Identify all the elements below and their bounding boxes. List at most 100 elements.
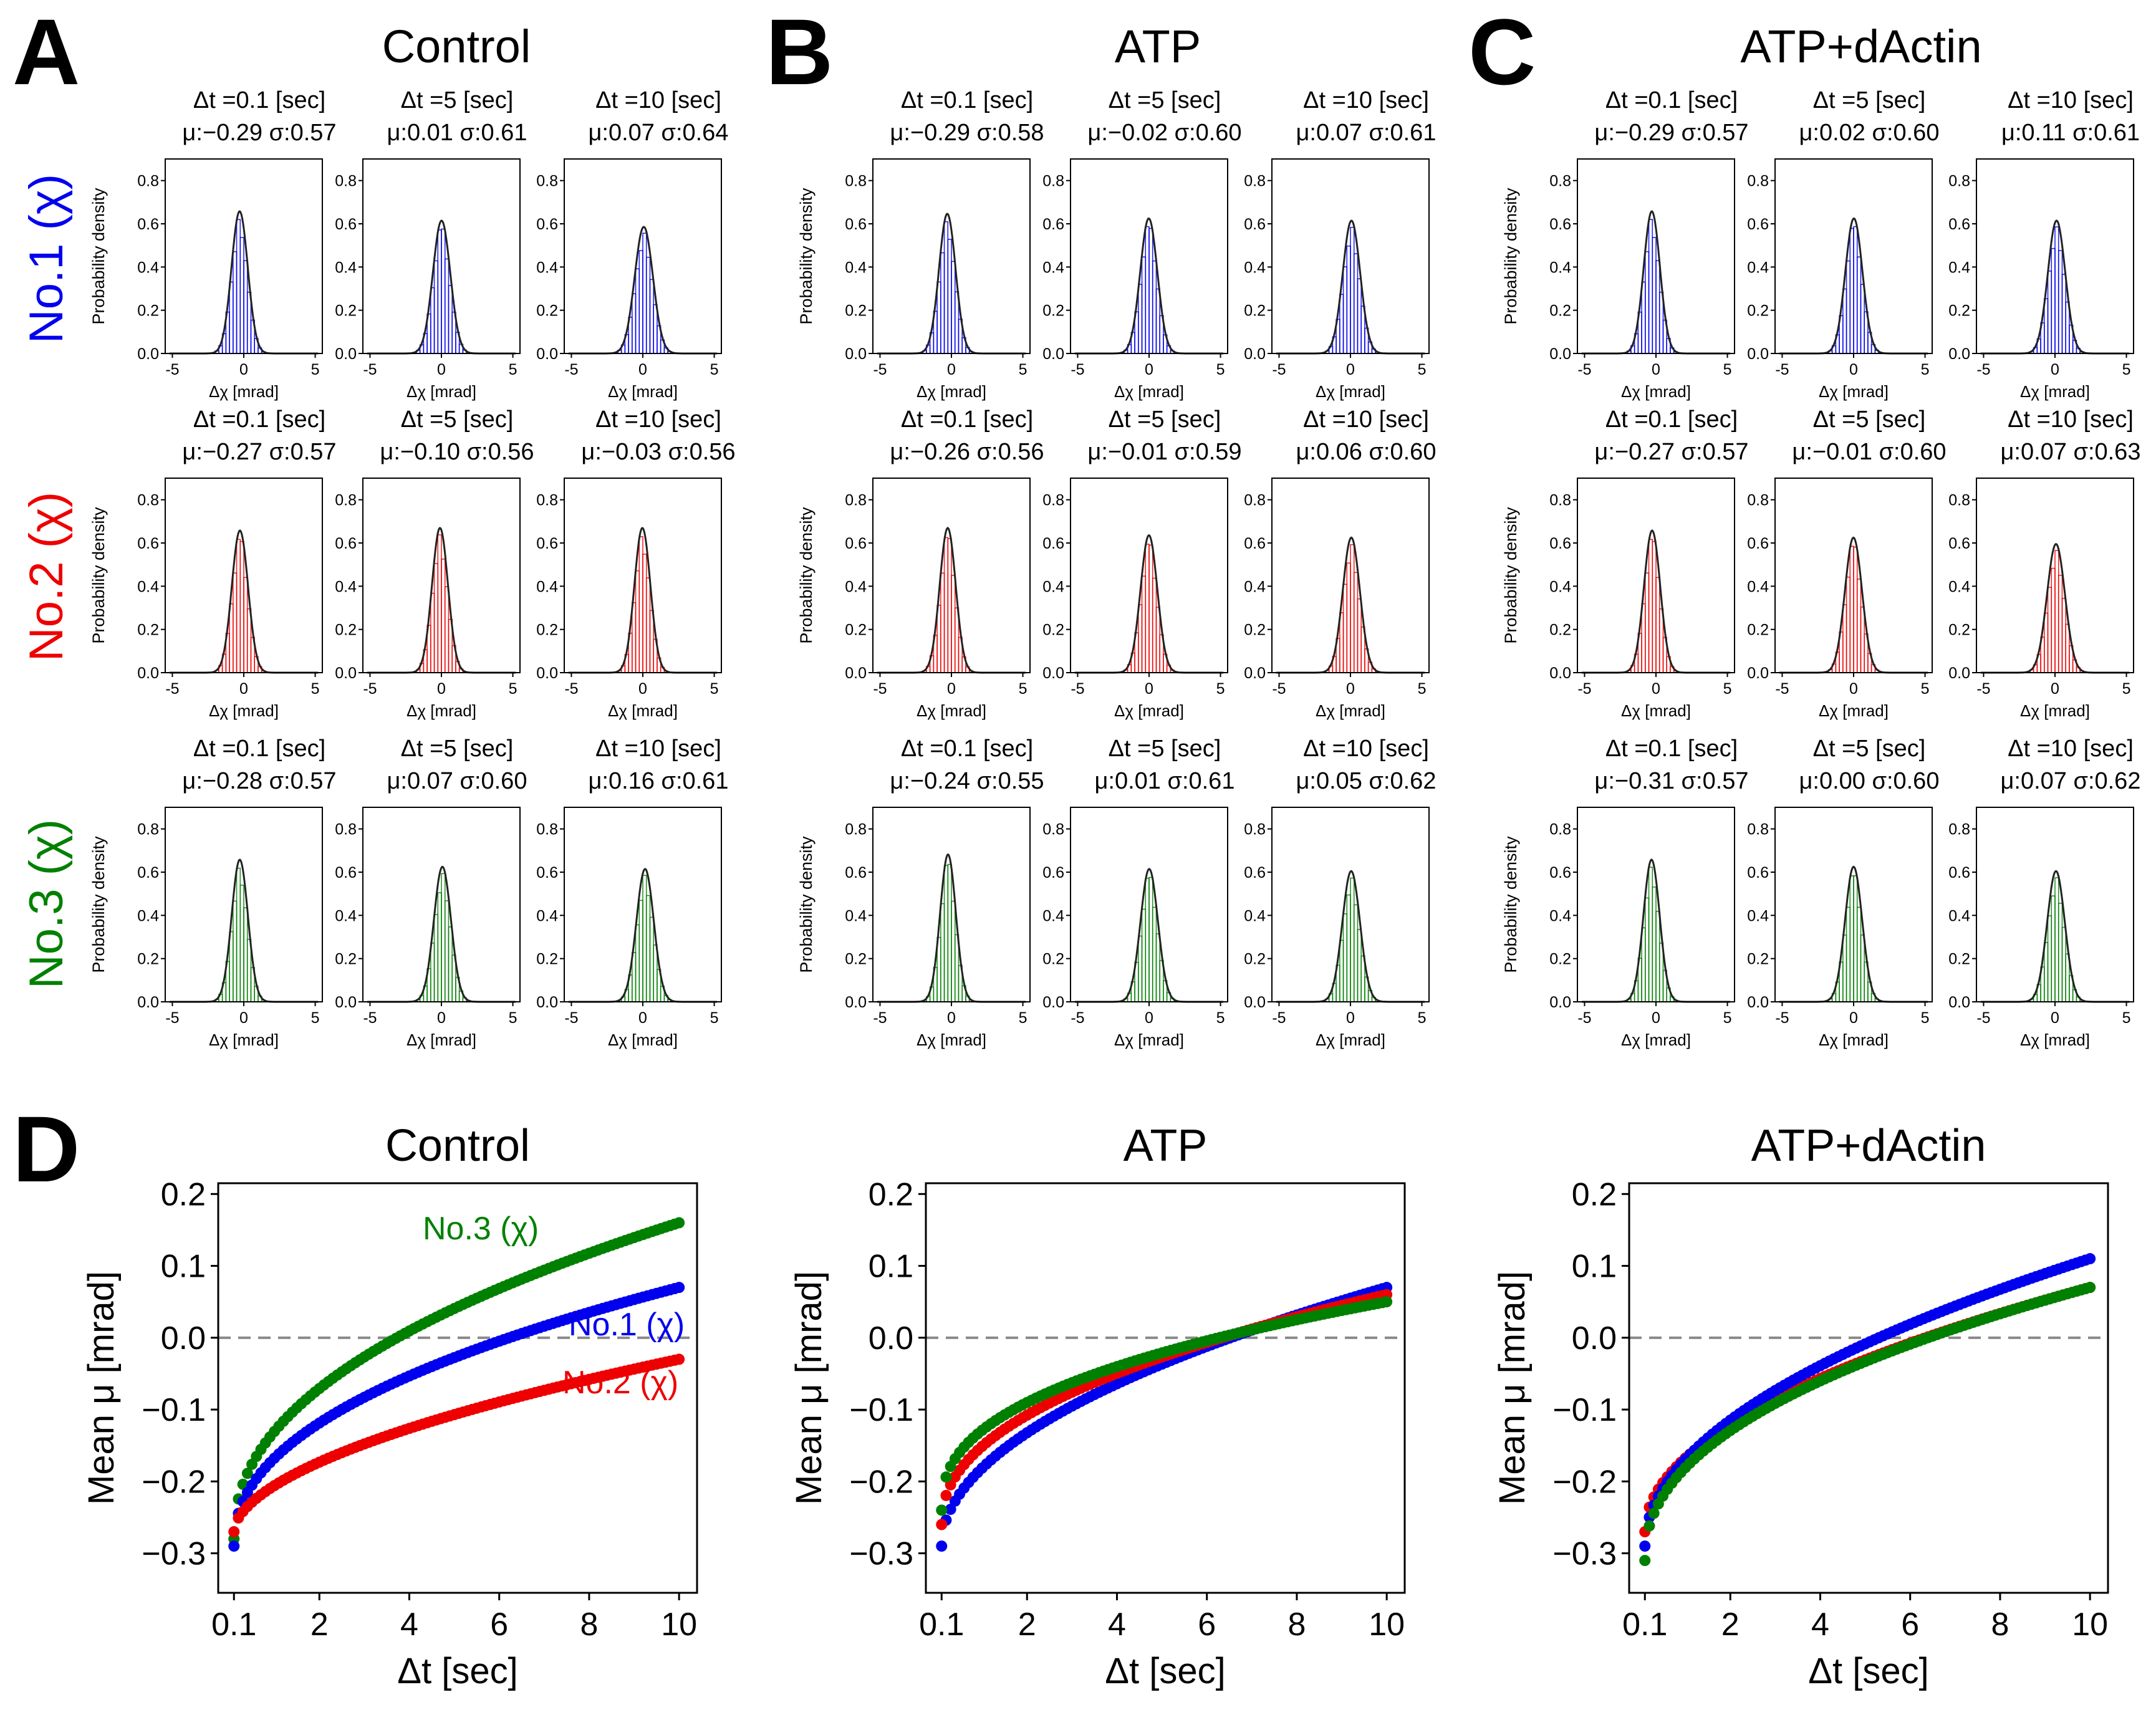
histogram-bar bbox=[2057, 903, 2063, 1002]
histogram-bar bbox=[1339, 939, 1344, 1002]
x-tick-label: -5 bbox=[1071, 680, 1084, 698]
x-tick-label: 5 bbox=[311, 361, 320, 378]
y-tick-label: 0.6 bbox=[137, 535, 159, 552]
histogram-bar bbox=[444, 586, 450, 673]
y-tick-label: 0.0 bbox=[1244, 665, 1266, 682]
panel-letter-c: C bbox=[1468, 0, 1536, 104]
y-tick-label: 0.4 bbox=[845, 259, 867, 276]
histogram-bar bbox=[433, 563, 439, 673]
histogram-bar bbox=[1138, 284, 1143, 354]
y-tick-label: 0.2 bbox=[1747, 622, 1769, 639]
column-title: ATP bbox=[1115, 21, 1201, 72]
y-axis-label: Probability density bbox=[797, 836, 816, 973]
subplot-stats-label: μ:−0.31 σ:0.57 bbox=[1594, 768, 1748, 794]
subplot-stats-label: μ:−0.29 σ:0.58 bbox=[890, 120, 1044, 146]
histogram-subplot: Δt =0.1 [sec] μ:−0.31 σ:0.57 -5 0 5 0.0 0.2 0.4… bbox=[1501, 736, 1749, 1049]
series-no-2- bbox=[1639, 1282, 2096, 1538]
histogram-bar bbox=[1853, 546, 1858, 673]
x-tick-label: 10 bbox=[2072, 1607, 2108, 1643]
y-tick-label: 0.8 bbox=[1244, 492, 1266, 509]
x-tick-label: -5 bbox=[165, 680, 179, 698]
x-tick-label: 5 bbox=[509, 361, 517, 378]
y-tick-label: 0.2 bbox=[1244, 951, 1266, 968]
histogram-bar bbox=[1652, 237, 1657, 354]
x-tick-label: 5 bbox=[1019, 1009, 1027, 1027]
y-tick-label: 0.4 bbox=[1747, 907, 1769, 925]
histogram-bar bbox=[1346, 562, 1351, 673]
y-tick-label: 0.6 bbox=[845, 535, 867, 552]
histogram-bar bbox=[236, 867, 241, 1002]
y-tick-label: 0.8 bbox=[137, 173, 159, 190]
y-tick-label: 0.2 bbox=[1747, 302, 1769, 320]
x-tick-label: 0 bbox=[2051, 680, 2059, 698]
subplot-stats-label: μ:0.07 σ:0.64 bbox=[589, 120, 729, 146]
histogram-bar bbox=[2054, 877, 2059, 1002]
histogram-bar bbox=[1141, 575, 1147, 673]
x-axis-label: Δχ [mrad] bbox=[917, 701, 986, 720]
x-tick-label: 0 bbox=[1652, 1009, 1660, 1027]
x-axis-label: Δχ [mrad] bbox=[1316, 1030, 1385, 1049]
y-tick-label: 0.4 bbox=[335, 578, 357, 595]
y-tick-label: 0.8 bbox=[1244, 821, 1266, 838]
histogram-subplot: Δt =10 [sec] μ:0.07 σ:0.63 -5 0 5 0.0 0.2 0.4 0.… bbox=[1948, 406, 2140, 720]
y-tick-label: 0.8 bbox=[1948, 821, 1970, 838]
x-tick-label: 0 bbox=[1849, 361, 1858, 378]
x-axis-label: Δχ [mrad] bbox=[1819, 1030, 1889, 1049]
x-tick-label: 5 bbox=[1921, 1009, 1930, 1027]
y-tick-label: 0.8 bbox=[1042, 821, 1064, 838]
histogram-bar bbox=[1856, 256, 1862, 354]
subplot-stats-label: μ:0.07 σ:0.60 bbox=[387, 768, 527, 794]
x-tick-label: -5 bbox=[564, 1009, 578, 1027]
x-tick-label: 5 bbox=[710, 361, 719, 378]
x-axis-label: Δχ [mrad] bbox=[608, 382, 678, 401]
y-tick-label: 0.8 bbox=[335, 173, 357, 190]
x-axis-label: Δχ [mrad] bbox=[1316, 701, 1385, 720]
subplot-dt-label: Δt =5 [sec] bbox=[1813, 87, 1926, 113]
histogram-bar bbox=[441, 558, 446, 673]
histogram-bar bbox=[1357, 278, 1362, 354]
histogram-bar bbox=[1145, 226, 1150, 354]
histogram-bar bbox=[638, 536, 643, 673]
x-tick-label: 0 bbox=[437, 680, 446, 698]
x-tick-label: 4 bbox=[1108, 1607, 1126, 1643]
histogram-bar bbox=[1860, 284, 1865, 354]
subplot-dt-label: Δt =5 [sec] bbox=[401, 736, 514, 762]
x-tick-label: 6 bbox=[1198, 1607, 1216, 1643]
y-tick-label: 0.8 bbox=[845, 492, 867, 509]
histogram-bar bbox=[947, 538, 952, 673]
histogram-bar bbox=[1357, 598, 1362, 673]
y-tick-label: 0.6 bbox=[335, 864, 357, 882]
histogram-bar bbox=[1148, 544, 1153, 673]
y-tick-label: 0.0 bbox=[137, 345, 159, 363]
x-tick-label: 0 bbox=[1346, 680, 1355, 698]
histogram-bar bbox=[1141, 908, 1147, 1002]
histogram-bar bbox=[1353, 572, 1359, 673]
series-annotation: No.2 (χ) bbox=[562, 1365, 678, 1401]
histogram-bar bbox=[1655, 911, 1660, 1002]
subplot-stats-label: μ:−0.28 σ:0.57 bbox=[182, 768, 336, 794]
y-axis-label: Probability density bbox=[1501, 836, 1520, 973]
y-tick-label: 0.4 bbox=[1244, 259, 1266, 276]
histogram-bar bbox=[1849, 875, 1854, 1002]
y-tick-label: 0.0 bbox=[1244, 994, 1266, 1011]
x-tick-label: -5 bbox=[1976, 1009, 1990, 1027]
y-tick-label: 0.4 bbox=[845, 907, 867, 925]
y-tick-label: 0.6 bbox=[845, 864, 867, 882]
y-tick-label: 0.0 bbox=[536, 345, 558, 363]
y-tick-label: 0.8 bbox=[1948, 173, 1970, 190]
subplot-stats-label: μ:0.01 σ:0.61 bbox=[387, 120, 527, 146]
histogram-subplot: Δt =10 [sec] μ:0.07 σ:0.61 -5 0 5 0.0 0.2 0.4 0.… bbox=[1244, 87, 1436, 401]
x-tick-label: -5 bbox=[1071, 1009, 1084, 1027]
histogram-bar bbox=[638, 900, 643, 1002]
y-tick-label: 0.2 bbox=[1042, 302, 1064, 320]
x-tick-label: 5 bbox=[2122, 361, 2131, 378]
histogram-subplot: Δt =10 [sec] μ:0.11 σ:0.61 -5 0 5 0.0 0.2 0.4 0.… bbox=[1948, 87, 2140, 401]
y-tick-label: 0.0 bbox=[845, 994, 867, 1011]
y-tick-label: 0.4 bbox=[1244, 907, 1266, 925]
y-tick-label: 0.8 bbox=[137, 821, 159, 838]
y-tick-label: 0.6 bbox=[1948, 535, 1970, 552]
subplot-dt-label: Δt =5 [sec] bbox=[1813, 406, 1926, 433]
histogram-bar bbox=[2054, 226, 2059, 354]
histogram-bar bbox=[2054, 550, 2059, 673]
x-tick-label: 0 bbox=[947, 1009, 956, 1027]
